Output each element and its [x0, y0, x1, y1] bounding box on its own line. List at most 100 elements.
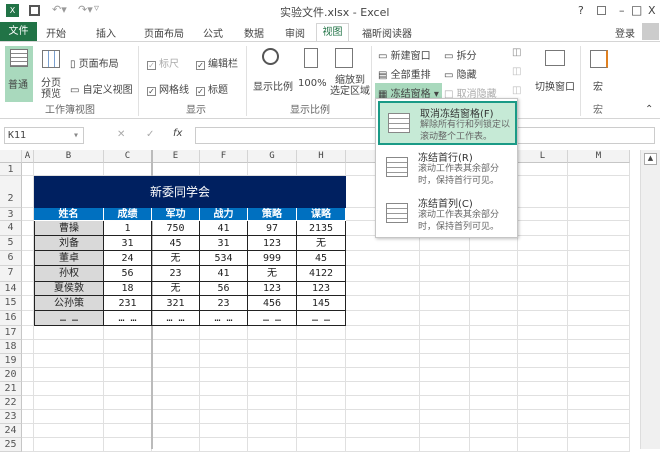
- cell[interactable]: [297, 326, 346, 340]
- cell[interactable]: [346, 382, 420, 396]
- table-cell[interactable]: … …: [34, 311, 104, 326]
- table-cell[interactable]: 231: [104, 296, 152, 311]
- cell[interactable]: [248, 410, 297, 424]
- cell[interactable]: [22, 424, 34, 438]
- cell[interactable]: [470, 236, 518, 251]
- cell[interactable]: [518, 311, 568, 326]
- cell[interactable]: [248, 438, 297, 452]
- table-cell[interactable]: 2135: [297, 221, 346, 236]
- cell[interactable]: [22, 208, 34, 221]
- sync-scroll-icon[interactable]: ◫: [512, 66, 522, 77]
- row-header[interactable]: 24: [0, 424, 22, 438]
- cell[interactable]: [346, 340, 420, 354]
- cell[interactable]: [34, 410, 104, 424]
- row-header[interactable]: 6: [0, 251, 22, 266]
- cell[interactable]: [200, 368, 248, 382]
- cell[interactable]: [248, 382, 297, 396]
- enter-icon[interactable]: ✓: [146, 129, 155, 140]
- cell[interactable]: [104, 163, 152, 176]
- cell[interactable]: [470, 368, 518, 382]
- cell[interactable]: [104, 438, 152, 452]
- row-header[interactable]: 16: [0, 311, 22, 326]
- table-cell[interactable]: 夏侯敦: [34, 282, 104, 296]
- row-header[interactable]: 22: [0, 396, 22, 410]
- cell[interactable]: [518, 382, 568, 396]
- cell[interactable]: [568, 251, 630, 266]
- table-header-cell[interactable]: 战力: [200, 208, 248, 221]
- cell[interactable]: [518, 438, 568, 452]
- cell[interactable]: [104, 368, 152, 382]
- macros-button[interactable]: 宏: [593, 82, 603, 93]
- avatar[interactable]: [642, 23, 659, 40]
- view-side-by-side-icon[interactable]: ◫: [512, 47, 522, 58]
- table-cell[interactable]: 无: [248, 266, 297, 282]
- cell[interactable]: [518, 296, 568, 311]
- table-cell[interactable]: 23: [152, 266, 200, 282]
- row-header[interactable]: 7: [0, 266, 22, 282]
- cell[interactable]: [470, 251, 518, 266]
- cell[interactable]: [518, 326, 568, 340]
- cell[interactable]: [420, 282, 470, 296]
- column-header[interactable]: L: [518, 150, 568, 163]
- cell[interactable]: [200, 382, 248, 396]
- tab-review[interactable]: 审阅: [285, 29, 305, 40]
- cell[interactable]: [420, 266, 470, 282]
- undo-icon[interactable]: ↶▾: [52, 3, 67, 16]
- cell[interactable]: [518, 163, 568, 176]
- cell[interactable]: [470, 396, 518, 410]
- table-header-cell[interactable]: 策略: [248, 208, 297, 221]
- table-cell[interactable]: 321: [152, 296, 200, 311]
- tab-page-layout[interactable]: 页面布局: [144, 29, 184, 40]
- cell[interactable]: [470, 424, 518, 438]
- page-break-preview-button[interactable]: 分页 预览: [41, 78, 61, 100]
- cell[interactable]: [518, 176, 568, 208]
- cell[interactable]: [297, 163, 346, 176]
- scroll-up-icon[interactable]: ▲: [644, 153, 657, 165]
- cell[interactable]: [470, 326, 518, 340]
- gridlines-checkbox[interactable]: ✓ 网格线: [147, 85, 189, 96]
- cell[interactable]: [200, 340, 248, 354]
- row-header[interactable]: 17: [0, 326, 22, 340]
- cell[interactable]: [22, 368, 34, 382]
- custom-views-button[interactable]: ▭ 自定义视图: [70, 85, 133, 96]
- cell[interactable]: [568, 282, 630, 296]
- cell[interactable]: [34, 438, 104, 452]
- cell[interactable]: [152, 326, 200, 340]
- close-button[interactable]: X: [648, 4, 656, 17]
- cell[interactable]: [152, 410, 200, 424]
- column-header[interactable]: B: [34, 150, 104, 163]
- cell[interactable]: [152, 354, 200, 368]
- cell[interactable]: [200, 424, 248, 438]
- table-cell[interactable]: 31: [104, 236, 152, 251]
- cell[interactable]: [518, 368, 568, 382]
- freeze-menu-item[interactable]: 取消冻结窗格(F) 解除所有行和列锁定以滚动整个工作表。: [378, 101, 517, 145]
- cell[interactable]: [568, 296, 630, 311]
- cell[interactable]: [346, 438, 420, 452]
- column-header[interactable]: A: [22, 150, 34, 163]
- cell[interactable]: [420, 438, 470, 452]
- cell[interactable]: [518, 282, 568, 296]
- cell[interactable]: [518, 236, 568, 251]
- cell[interactable]: [34, 340, 104, 354]
- row-header[interactable]: 5: [0, 236, 22, 251]
- table-cell[interactable]: … …: [152, 311, 200, 326]
- cell[interactable]: [518, 410, 568, 424]
- cell[interactable]: [346, 251, 420, 266]
- cell[interactable]: [22, 354, 34, 368]
- column-header[interactable]: G: [248, 150, 297, 163]
- table-cell[interactable]: 孙权: [34, 266, 104, 282]
- row-header[interactable]: 18: [0, 340, 22, 354]
- cell[interactable]: [34, 424, 104, 438]
- column-header[interactable]: E: [152, 150, 200, 163]
- cell[interactable]: [470, 382, 518, 396]
- zoom-to-selection-button[interactable]: 缩放到 选定区域: [330, 75, 370, 97]
- cell[interactable]: [568, 236, 630, 251]
- cell[interactable]: [518, 396, 568, 410]
- table-cell[interactable]: 31: [200, 236, 248, 251]
- cell[interactable]: [568, 266, 630, 282]
- freeze-menu-item[interactable]: 冻结首列(C) 滚动工作表其余部分时，保持首列可见。: [378, 193, 517, 237]
- freeze-panes-button[interactable]: ▦ 冻结窗格 ▾: [375, 83, 442, 102]
- cell[interactable]: [470, 354, 518, 368]
- cell[interactable]: [470, 266, 518, 282]
- table-cell[interactable]: 45: [297, 251, 346, 266]
